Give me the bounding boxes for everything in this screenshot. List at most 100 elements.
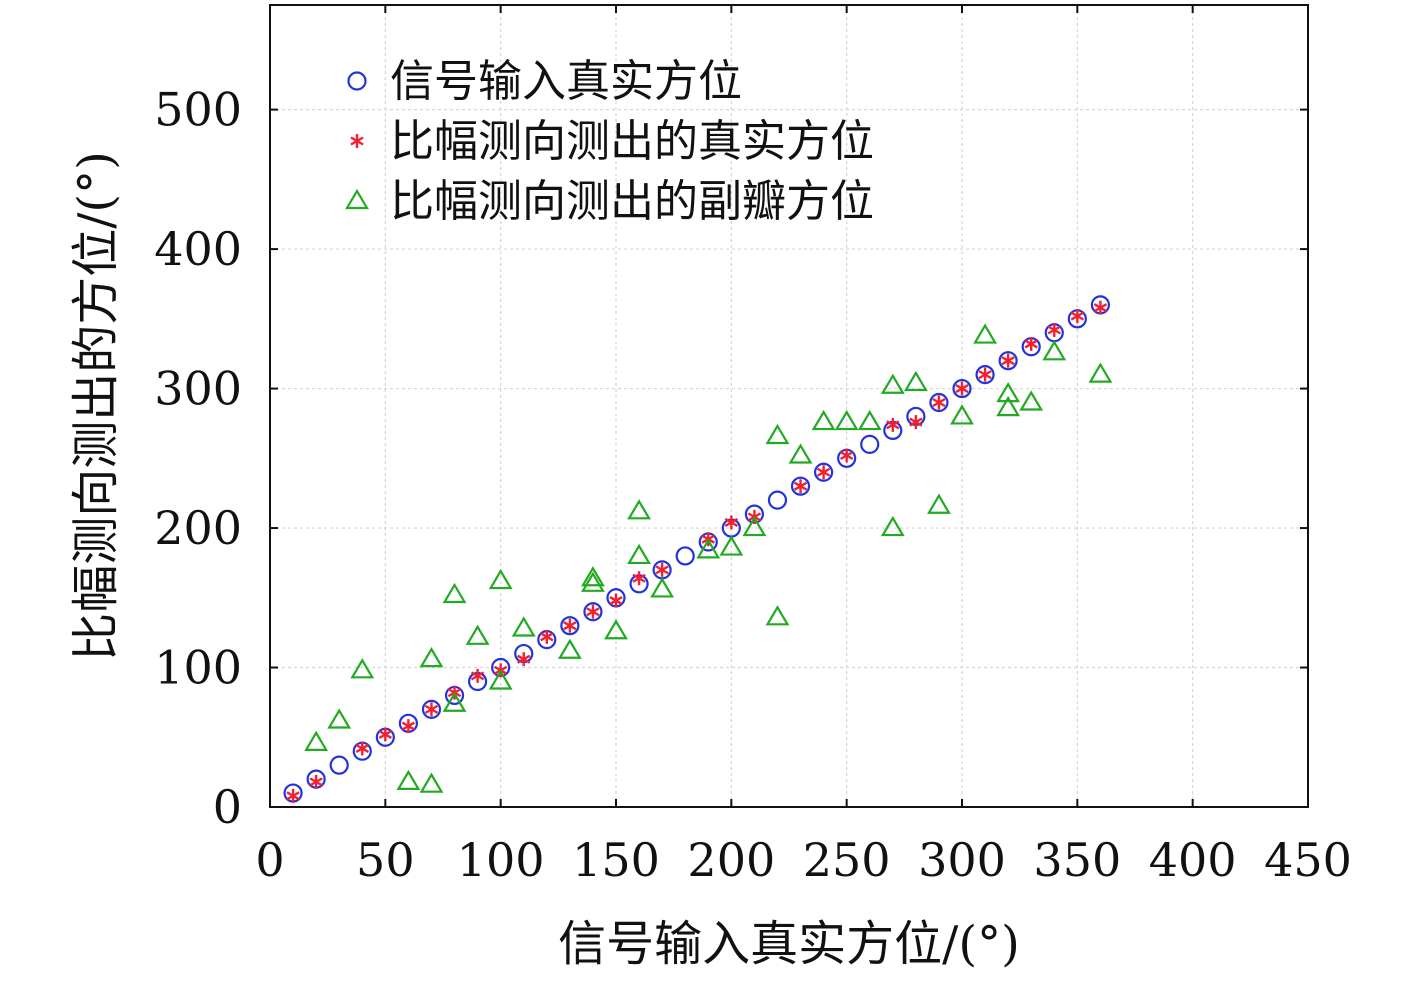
circle-point (998, 351, 1018, 371)
triangle-point (627, 543, 651, 565)
triangle-point (304, 730, 329, 751)
legend-asterisk-icon (350, 134, 364, 148)
asterisk-point (932, 395, 946, 410)
triangle-point (419, 646, 444, 668)
triangle-point (465, 624, 490, 645)
triangle-point (765, 423, 790, 445)
x-tick-label: 100 (457, 833, 545, 887)
axis-ticks: 0 50 100 150 200 250 300 350 400 450 0 100 200 300 400… (154, 5, 1352, 887)
asterisk-point (1001, 353, 1015, 368)
x-tick-label: 450 (1264, 833, 1352, 887)
triangle-point (1042, 340, 1067, 361)
triangle-point (973, 323, 997, 344)
asterisk-point (1024, 336, 1038, 351)
legend-label: 比幅测向测出的副瓣方位 (390, 176, 874, 227)
triangle-point (927, 493, 951, 514)
triangle-point (834, 409, 859, 431)
triangle-point (488, 669, 513, 690)
asterisk-point (909, 415, 923, 430)
triangle-point (604, 619, 628, 640)
legend-label: 比幅测向测出的真实方位 (390, 116, 874, 167)
triangle-point (627, 499, 651, 520)
legend-item: 信号输入真实方位 (347, 56, 742, 107)
plot-frame (269, 4, 1309, 808)
y-tick-label: 400 (154, 222, 242, 276)
asterisk-point (816, 465, 831, 480)
data-markers (283, 295, 1113, 803)
asterisk-point (793, 479, 808, 494)
asterisk-point (517, 652, 531, 667)
asterisk-point (378, 727, 393, 742)
asterisk-point (1047, 322, 1061, 337)
asterisk-point (1070, 309, 1085, 324)
triangle-point (857, 409, 882, 431)
circle-point (767, 490, 788, 510)
legend-item: 比幅测向测出的副瓣方位 (345, 176, 874, 227)
legend-triangle-icon (345, 188, 369, 210)
triangle-point (581, 571, 605, 592)
y-tick-label: 300 (154, 362, 242, 416)
circle-point (929, 392, 949, 413)
triangle-point (442, 691, 467, 712)
asterisk-point (470, 668, 485, 683)
triangle-point (903, 370, 928, 392)
legend-item: 比幅测向测出的真实方位 (350, 116, 874, 167)
asterisk-point (632, 571, 646, 586)
circle-point (975, 365, 995, 385)
legend-circle-icon (347, 71, 367, 91)
x-axis-title: 信号输入真实方位/(°) (558, 916, 1020, 972)
triangle-point (788, 443, 813, 464)
triangle-point (950, 404, 974, 425)
x-tick-label: 400 (1149, 833, 1237, 887)
x-tick-label: 300 (918, 833, 1006, 887)
circle-point (952, 378, 972, 399)
circle-point (675, 546, 695, 566)
triangle-point (880, 373, 905, 394)
y-tick-label: 500 (154, 83, 242, 137)
circle-point (583, 602, 603, 622)
triangle-point (488, 568, 513, 590)
triangle-point (581, 566, 605, 587)
x-tick-label: 250 (803, 833, 891, 887)
asterisk-point (540, 629, 554, 644)
triangle-point (811, 409, 836, 431)
triangle-point (996, 381, 1021, 403)
asterisk-point (1093, 300, 1108, 315)
triangle-point (442, 582, 467, 604)
circle-point (813, 462, 834, 482)
y-axis-title: 比幅测向测出的方位/(°) (68, 151, 124, 661)
x-tick-label: 150 (572, 833, 660, 887)
x-tick-label: 200 (687, 833, 775, 887)
triangle-point (696, 538, 721, 559)
y-tick-label: 200 (154, 501, 242, 555)
asterisk-point (978, 367, 992, 382)
triangle-point (350, 658, 375, 679)
y-tick-label: 0 (213, 780, 242, 834)
triangle-point (1019, 390, 1044, 411)
asterisk-point (955, 381, 969, 396)
series-triangle (304, 323, 1113, 793)
circle-point (329, 755, 349, 775)
series-asterisk (286, 300, 1108, 803)
asterisk-point (655, 562, 669, 577)
y-tick-label: 100 (154, 641, 242, 695)
circle-point (860, 434, 880, 454)
x-tick-label: 0 (255, 833, 284, 887)
triangle-point (396, 769, 421, 790)
circle-point (421, 699, 442, 719)
triangle-point (880, 515, 905, 537)
triangle-point (742, 515, 767, 537)
asterisk-point (839, 448, 854, 463)
asterisk-point (286, 788, 300, 803)
triangle-point (327, 708, 352, 729)
triangle-point (719, 535, 744, 556)
legend-label: 信号输入真实方位 (390, 56, 742, 107)
triangle-point (557, 638, 582, 659)
x-tick-label: 50 (356, 833, 415, 887)
triangle-point (419, 772, 444, 793)
asterisk-point (724, 515, 739, 530)
asterisk-point (309, 774, 323, 789)
